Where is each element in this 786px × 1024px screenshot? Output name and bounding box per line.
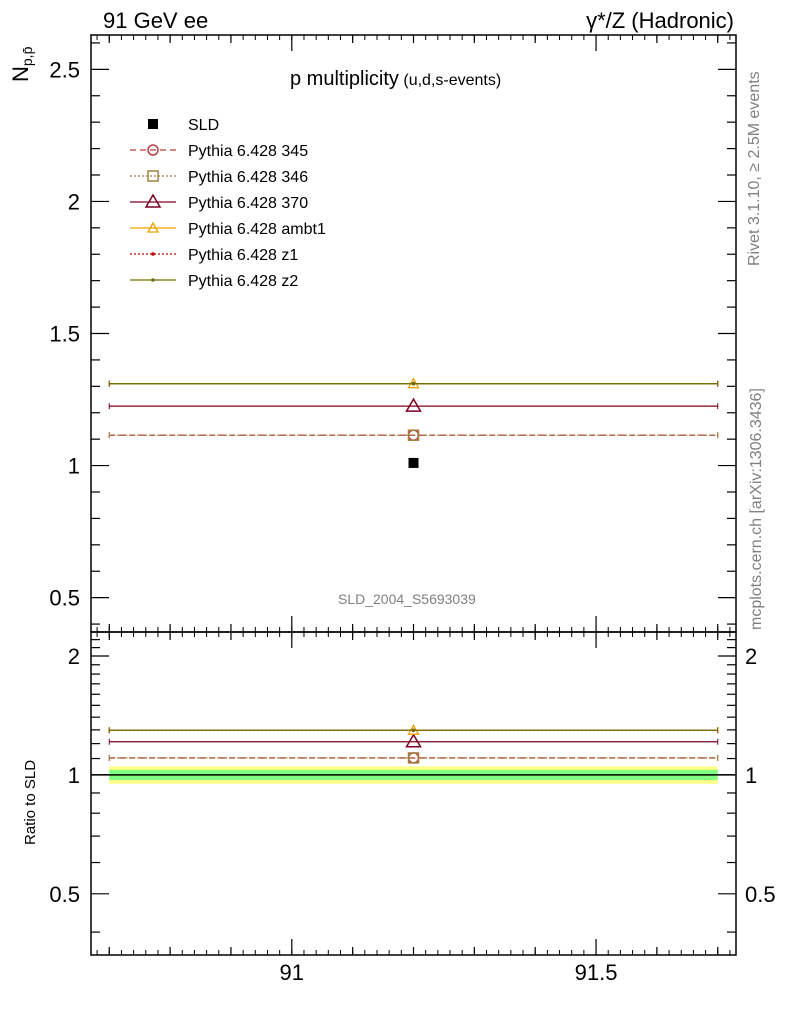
main-plot-frame: 0.5 1 1.5 2 2.5 <box>49 34 737 955</box>
ratio-y-tick-label: 2 <box>68 644 80 669</box>
legend-label-pythia-6-428-345: Pythia 6.428 345 <box>188 143 308 160</box>
legend-label-pythia-6-428-370: Pythia 6.428 370 <box>188 195 308 212</box>
ratio-point-pythia-6-428-370 <box>405 733 422 748</box>
rivet-label: Rivet 3.1.10, ≥ 2.5M events <box>746 71 763 266</box>
ratio-axis-label: Ratio to SLD <box>22 759 39 845</box>
legend-label-sld: SLD <box>188 117 219 134</box>
plot-title-main: p multiplicity <box>290 68 399 90</box>
legend-label-pythia-6-428-z1: Pythia 6.428 z1 <box>188 247 298 264</box>
legend-marker-pythia-6-428-z2 <box>151 278 155 282</box>
ratio-point-pythia-6-428-346 <box>407 752 420 764</box>
legend-marker-pythia-6-428-370 <box>144 193 162 208</box>
x-tick-label: 91.5 <box>575 960 618 985</box>
y-tick-label: 1 <box>68 454 80 479</box>
y-tick-label: 1.5 <box>49 322 80 347</box>
x-tick-label: 91 <box>280 960 304 985</box>
header-right: γ*/Z (Hadronic) <box>586 8 734 33</box>
y-axis-label: Np,p̄ <box>8 47 35 82</box>
series-point-pythia-6-428-370 <box>405 397 422 412</box>
series-point-pythia-6-428-346 <box>407 429 420 441</box>
legend-marker-pythia-6-428-ambt1 <box>146 221 160 233</box>
y-tick-label: 0.5 <box>49 586 80 611</box>
y-tick-label: 2 <box>68 189 80 214</box>
ratio-y-tick-label-right: 1 <box>745 763 757 788</box>
legend-marker-pythia-6-428-z1 <box>151 252 155 256</box>
legend-marker-pythia-6-428-346 <box>147 170 159 182</box>
ratio-point-pythia-6-428-z2 <box>411 728 416 733</box>
legend-marker-pythia-6-428-345 <box>147 144 159 156</box>
plot-title: p multiplicity (u,d,s-events) <box>290 68 501 91</box>
plot-title-sub: (u,d,s-events) <box>403 72 502 89</box>
chart-marks <box>108 377 719 764</box>
ratio-frame-border <box>90 631 737 956</box>
data-point-sld <box>408 457 419 468</box>
y-axis-label-sub: p,p̄ <box>19 46 36 67</box>
header-left: 91 GeV ee <box>103 8 209 33</box>
legend-label-pythia-6-428-z2: Pythia 6.428 z2 <box>188 273 298 290</box>
series-point-pythia-6-428-z2 <box>411 381 416 386</box>
ratio-y-tick-label-right: 2 <box>745 644 757 669</box>
y-axis-label-main: N <box>8 66 33 82</box>
ratio-plot-frame: 91 91.5 0.5 0.5 1 1 2 2 <box>49 631 776 985</box>
watermark: SLD_2004_S5693039 <box>338 591 476 607</box>
ratio-y-tick-label-right: 0.5 <box>745 882 776 907</box>
legend-label-pythia-6-428-ambt1: Pythia 6.428 ambt1 <box>188 221 326 238</box>
y-tick-label: 2.5 <box>49 57 80 82</box>
mcplots-label: mcplots.cern.ch [arXiv:1306.3436] <box>748 388 765 630</box>
ratio-y-tick-label: 0.5 <box>49 882 80 907</box>
legend-marker-sld <box>148 119 158 129</box>
ratio-y-tick-label: 1 <box>68 763 80 788</box>
legend-label-pythia-6-428-346: Pythia 6.428 346 <box>188 169 308 186</box>
legend: SLD Pythia 6.428 345 Pythia 6.428 346 Pythi… <box>130 117 326 290</box>
